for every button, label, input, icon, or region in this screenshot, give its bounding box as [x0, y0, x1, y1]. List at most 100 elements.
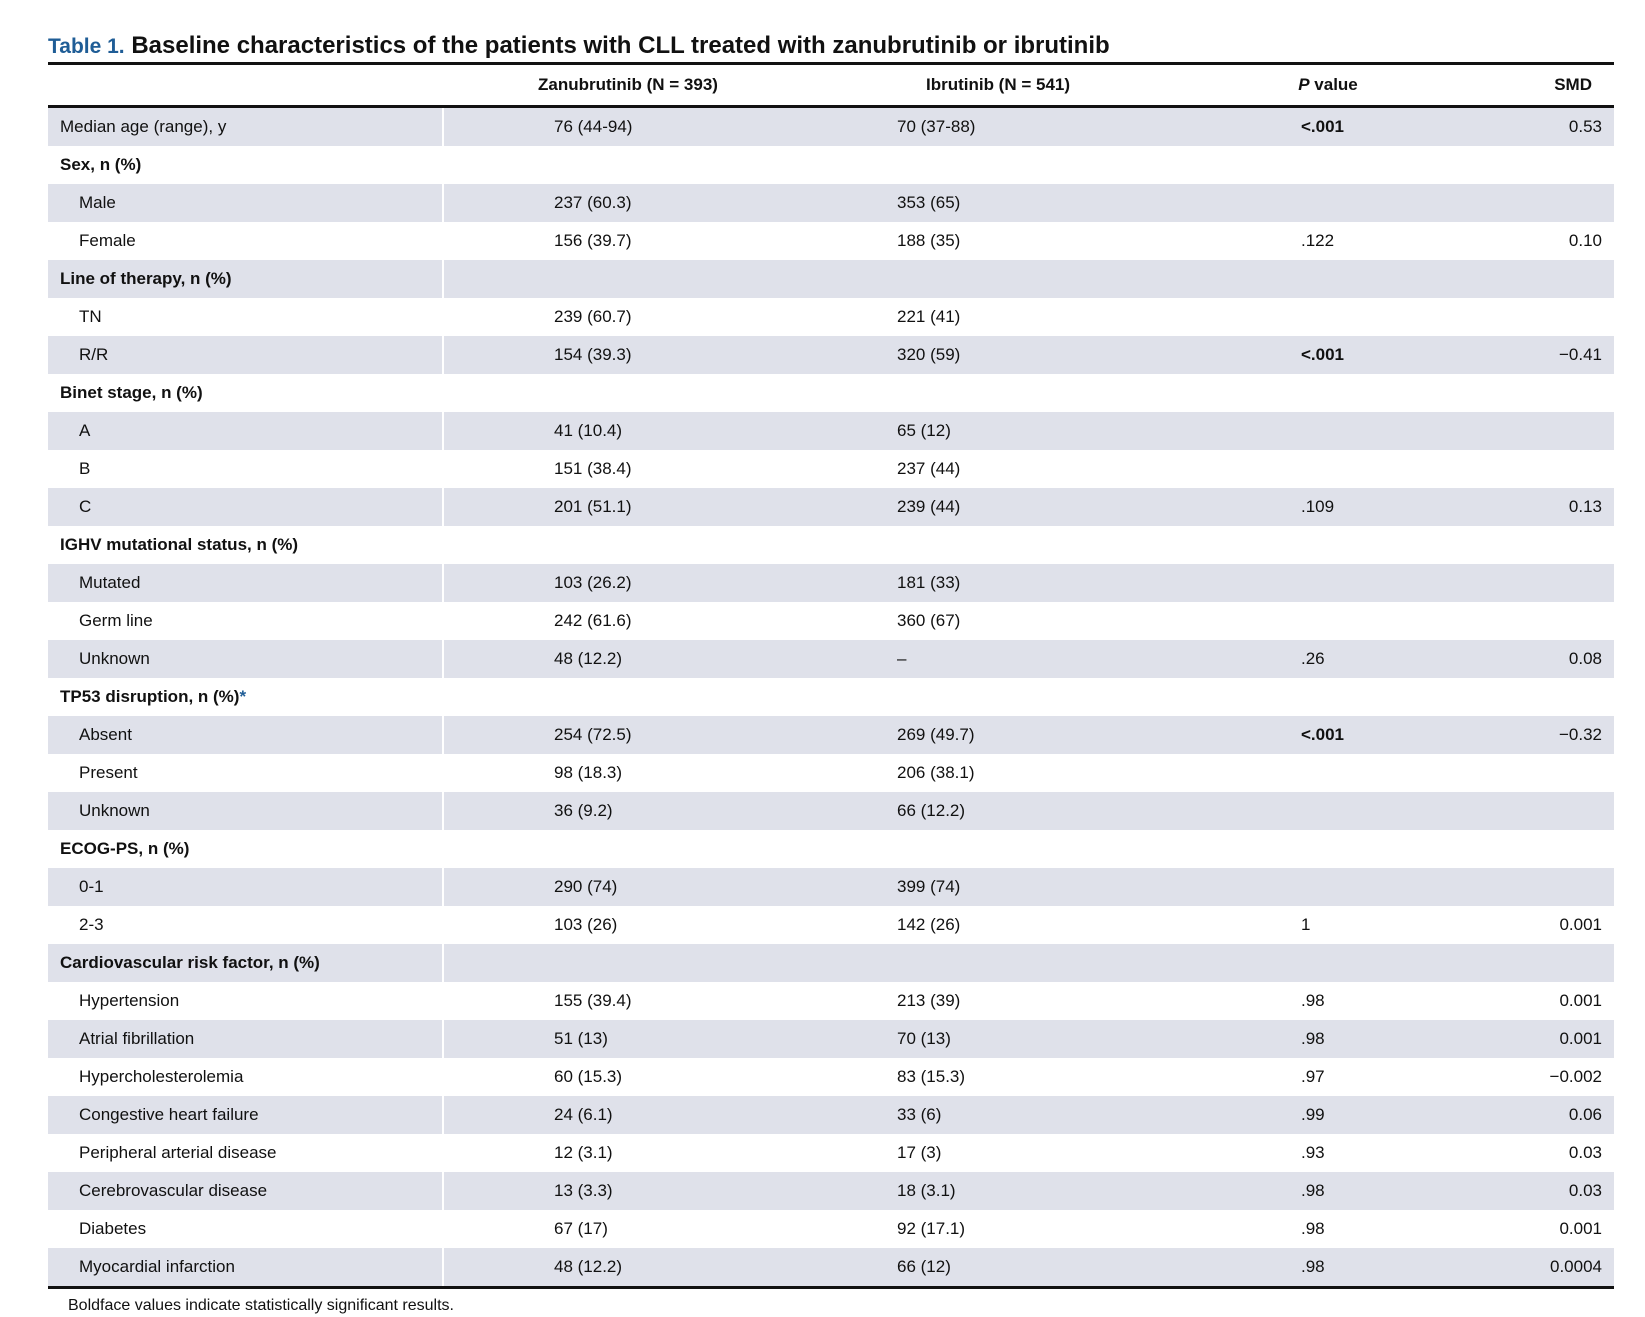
table-row: Hypercholesterolemia 60 (15.3) 83 (15.3) .9…	[48, 1058, 1614, 1096]
zanubrutinib-cell: 48 (12.2)	[442, 1248, 813, 1288]
p-value-cell: .99	[1183, 1096, 1403, 1134]
zanubrutinib-cell	[442, 944, 813, 982]
row-label: Unknown	[48, 792, 443, 830]
row-label: TP53 disruption, n (%)*	[48, 678, 443, 716]
p-value-cell: <.001	[1183, 336, 1403, 374]
zanubrutinib-cell: 201 (51.1)	[442, 488, 813, 526]
smd-cell	[1403, 260, 1614, 298]
ibrutinib-cell: 399 (74)	[813, 868, 1183, 906]
row-label-text: A	[79, 421, 91, 440]
header-zanubrutinib: Zanubrutinib (N = 393)	[443, 63, 813, 108]
row-label-text: B	[79, 459, 91, 478]
ibrutinib-cell	[813, 146, 1183, 184]
p-value-cell	[1183, 374, 1403, 412]
ibrutinib-cell: 269 (49.7)	[813, 716, 1183, 754]
row-label-text: Absent	[79, 725, 132, 744]
zanubrutinib-cell	[442, 146, 813, 184]
row-label-text: Cerebrovascular disease	[79, 1181, 268, 1200]
row-label: TN	[48, 298, 443, 336]
ibrutinib-cell: 142 (26)	[897, 915, 961, 934]
smd-cell	[1403, 526, 1614, 564]
row-label: Hypertension	[48, 982, 443, 1020]
row-label-text: Male	[79, 193, 116, 212]
row-label-text: Peripheral arterial disease	[79, 1143, 277, 1162]
row-label: Hypercholesterolemia	[48, 1058, 443, 1096]
p-value-cell	[1183, 564, 1403, 602]
ibrutinib-cell	[813, 260, 1183, 298]
p-value-cell: .98	[1183, 1172, 1403, 1210]
row-label: Atrial fibrillation	[48, 1020, 443, 1058]
row-label: Male	[48, 184, 443, 222]
zanubrutinib-cell: 13 (3.3)	[442, 1172, 813, 1210]
row-label: R/R	[48, 336, 443, 374]
row-label-text: TN	[79, 307, 102, 326]
row-label: Female	[48, 222, 443, 260]
row-label: 0-1	[48, 868, 443, 906]
row-label-text: Unknown	[79, 801, 150, 820]
header-smd: SMD	[1403, 63, 1614, 108]
zanubrutinib-cell: 51 (13)	[442, 1020, 813, 1058]
row-label-text: C	[79, 497, 92, 516]
p-value-cell	[1183, 146, 1403, 184]
table-row: C 201 (51.1) 239 (44) .109 0.13	[48, 488, 1614, 526]
p-value-cell: .109	[1183, 488, 1403, 526]
ibrutinib-cell: 181 (33)	[813, 564, 1183, 602]
smd-cell: 0.03	[1403, 1172, 1614, 1210]
row-label-text: ECOG-PS, n (%)	[60, 839, 190, 858]
table-row: 0-1 290 (74) 399 (74)	[48, 868, 1614, 906]
table-container: Table 1. Baseline characteristics of the…	[48, 30, 1614, 1317]
row-label: 2-3	[48, 906, 443, 944]
p-value-cell: .97	[1301, 1067, 1325, 1086]
smd-cell: 0.10	[1568, 231, 1602, 250]
row-label-text: Binet stage, n (%)	[60, 383, 203, 402]
table-row: Germ line 242 (61.6) 360 (67)	[48, 602, 1614, 640]
row-label: B	[48, 450, 443, 488]
table-caption: Table 1. Baseline characteristics of the…	[48, 30, 1614, 62]
row-label: Germ line	[48, 602, 443, 640]
row-label: Cardiovascular risk factor, n (%)	[48, 944, 443, 982]
table-row: Female 156 (39.7) 188 (35) .122 0.10	[48, 222, 1614, 260]
row-label: Sex, n (%)	[48, 146, 443, 184]
p-value-cell: 1	[1301, 915, 1311, 934]
p-value-cell: .122	[1301, 231, 1335, 250]
zanubrutinib-cell: 155 (39.4)	[442, 982, 813, 1020]
p-value-cell	[1183, 526, 1403, 564]
row-label-text: Sex, n (%)	[60, 155, 142, 174]
ibrutinib-cell: 83 (15.3)	[897, 1067, 966, 1086]
ibrutinib-cell	[813, 526, 1183, 564]
row-label-text: Congestive heart failure	[79, 1105, 259, 1124]
p-value-cell: .26	[1183, 640, 1403, 678]
zanubrutinib-cell: 76 (44-94)	[442, 106, 813, 146]
zanubrutinib-cell	[442, 678, 813, 716]
row-label-text: Hypertension	[79, 991, 180, 1010]
smd-cell	[1403, 374, 1614, 412]
ibrutinib-cell: 33 (6)	[813, 1096, 1183, 1134]
table-row: Mutated 103 (26.2) 181 (33)	[48, 564, 1614, 602]
ibrutinib-cell	[813, 944, 1183, 982]
p-value-cell	[1183, 602, 1403, 640]
zanubrutinib-cell: 237 (60.3)	[442, 184, 813, 222]
table-row: Unknown 48 (12.2) – .26 0.08	[48, 640, 1614, 678]
row-label: IGHV mutational status, n (%)	[48, 526, 443, 564]
ibrutinib-cell: 206 (38.1)	[897, 763, 975, 782]
table-row: Peripheral arterial disease 12 (3.1) 17 (3…	[48, 1134, 1614, 1172]
ibrutinib-cell: 221 (41)	[897, 307, 961, 326]
smd-cell: 0.0004	[1403, 1248, 1614, 1288]
p-value-cell: .98	[1183, 1020, 1403, 1058]
ibrutinib-cell: 353 (65)	[813, 184, 1183, 222]
baseline-characteristics-table: Zanubrutinib (N = 393) Ibrutinib (N = 54…	[48, 62, 1614, 1289]
smd-cell	[1403, 792, 1614, 830]
row-label: Binet stage, n (%)	[48, 374, 443, 412]
table-footnote: Boldface values indicate statistically s…	[68, 1297, 454, 1314]
smd-cell: 0.06	[1403, 1096, 1614, 1134]
zanubrutinib-cell	[442, 526, 813, 564]
p-value-cell	[1183, 678, 1403, 716]
zanubrutinib-cell: 60 (15.3)	[442, 1058, 813, 1096]
smd-cell	[1403, 298, 1614, 336]
smd-cell	[1403, 564, 1614, 602]
table-row: Myocardial infarction 48 (12.2) 66 (12) .98…	[48, 1248, 1614, 1288]
zanubrutinib-cell	[442, 260, 813, 298]
zanubrutinib-cell: 103 (26)	[442, 906, 813, 944]
smd-cell: 0.001	[1559, 915, 1602, 934]
table-row: Congestive heart failure 24 (6.1) 33 (6) .9…	[48, 1096, 1614, 1134]
